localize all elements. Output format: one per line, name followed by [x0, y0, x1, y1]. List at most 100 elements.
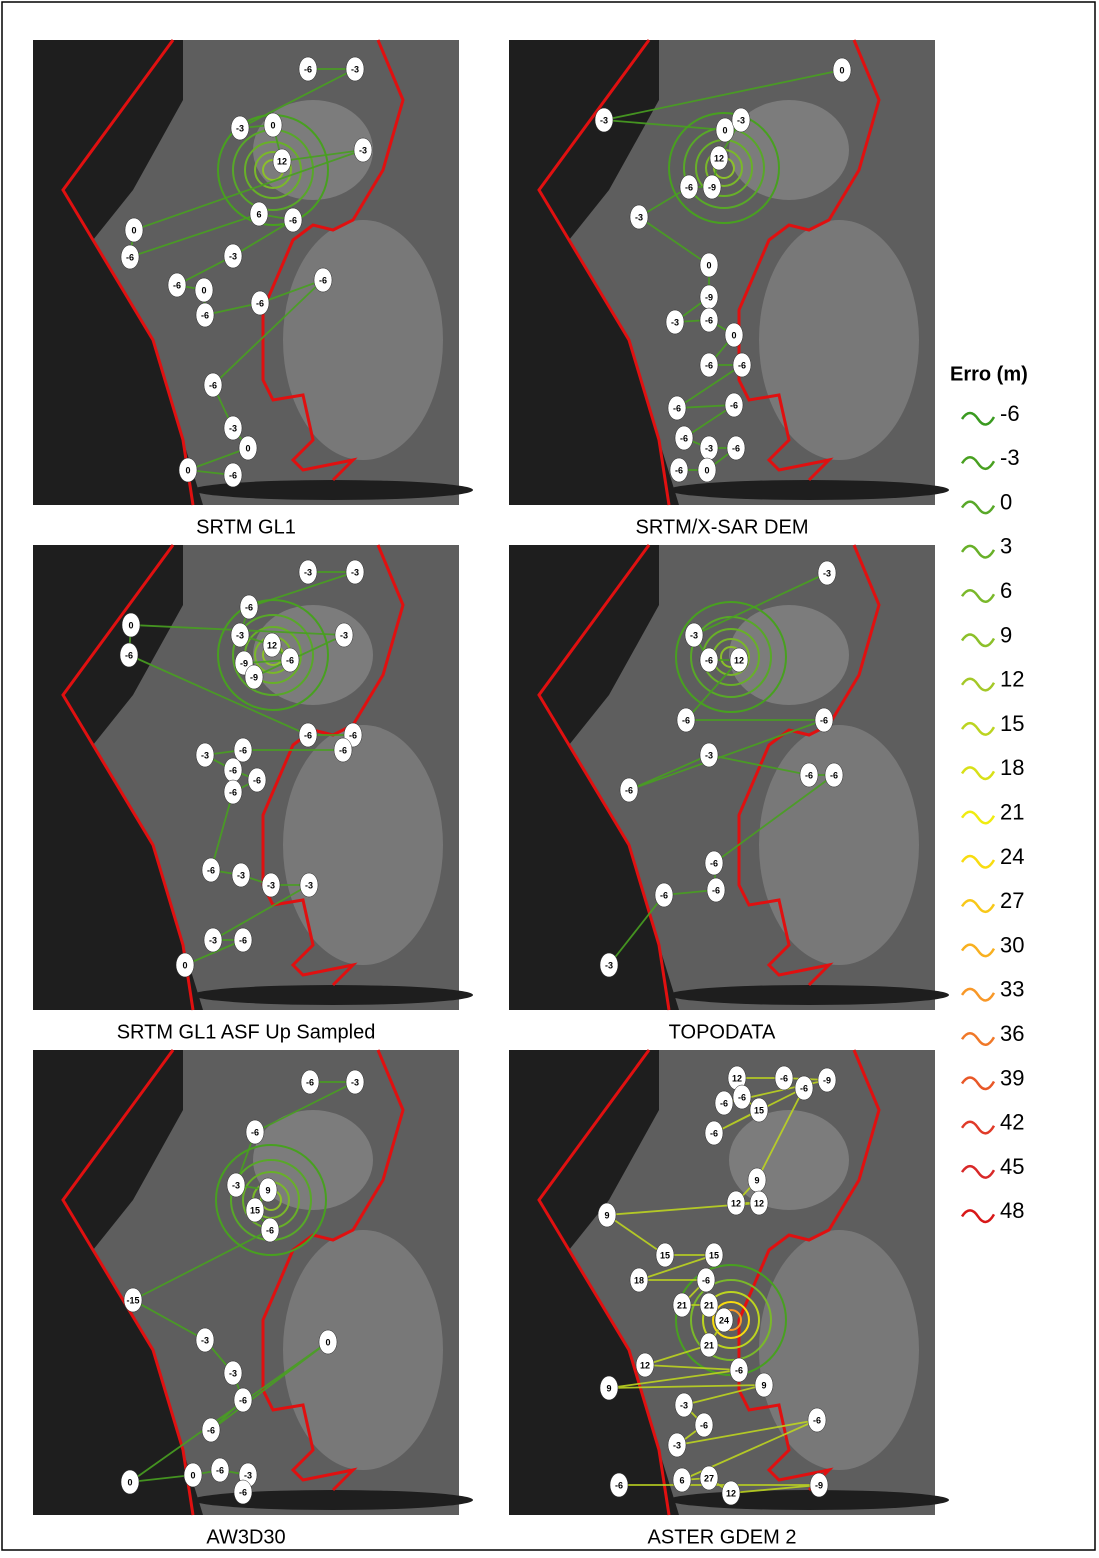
contour-label: -15	[126, 1295, 139, 1305]
contour-label: -6	[304, 64, 312, 74]
map-panel: 0-30-312-9-6-30-9-3-60-6-6-6-6-6-3-60-6	[509, 40, 949, 505]
contour-label: -3	[823, 568, 831, 578]
map-panel: -3-3-612-6-6-6-3-6-6-6-6-6-3	[509, 545, 949, 1010]
contour-label: 9	[606, 1383, 611, 1393]
contour-label: 9	[754, 1175, 759, 1185]
contour-label: -6	[830, 770, 838, 780]
contour-label: -6	[239, 1487, 247, 1497]
contour-label: -6	[256, 298, 264, 308]
legend-label: 9	[1000, 622, 1012, 647]
contour-label: -3	[236, 630, 244, 640]
contour-label: -3	[673, 1440, 681, 1450]
contour-label: -6	[245, 602, 253, 612]
contour-label: 0	[839, 65, 844, 75]
contour-label: -6	[229, 787, 237, 797]
contour-label: 12	[731, 1198, 741, 1208]
contour-label: 12	[640, 1360, 650, 1370]
land-highlight	[759, 1230, 919, 1470]
contour-label: -6	[800, 1083, 808, 1093]
contour-label: -6	[339, 745, 347, 755]
contour-label: 21	[677, 1300, 687, 1310]
contour-label: 0	[201, 285, 206, 295]
contour-label: -3	[635, 212, 643, 222]
contour-label: 21	[704, 1340, 714, 1350]
contour-label: -6	[319, 275, 327, 285]
page: Erro (m) -6-3-3012-30-66-6-3-60-6-6-6-6-…	[0, 0, 1099, 1558]
contour-label: 9	[265, 1185, 270, 1195]
contour-label: -6	[720, 1098, 728, 1108]
map-panel: 12-6-9-6-615-6-6912129151518-62121242112…	[509, 1050, 949, 1515]
panel-caption: ASTER GDEM 2	[648, 1526, 797, 1548]
panel-caption: SRTM GL1	[196, 516, 296, 538]
contour-label: 0	[185, 465, 190, 475]
contour-label: 12	[732, 1073, 742, 1083]
panel-caption: AW3D30	[206, 1526, 285, 1548]
contour-label: -6	[705, 655, 713, 665]
contour-label: -3	[244, 1470, 252, 1480]
contour-label: -3	[705, 750, 713, 760]
contour-label: 9	[761, 1380, 766, 1390]
contour-label: -6	[229, 765, 237, 775]
contour-label: -6	[700, 1420, 708, 1430]
contour-label: -6	[660, 890, 668, 900]
contour-label: -6	[738, 360, 746, 370]
contour-label: -6	[675, 465, 683, 475]
contour-label: -6	[239, 1395, 247, 1405]
legend-label: -3	[1000, 445, 1020, 470]
river	[669, 985, 949, 1005]
contour-label: -6	[266, 1225, 274, 1235]
contour-label: -3	[201, 750, 209, 760]
legend-label: 45	[1000, 1154, 1024, 1179]
contour-label: -6	[730, 400, 738, 410]
contour-label: -9	[708, 182, 716, 192]
contour-label: 0	[731, 330, 736, 340]
contour-label: -3	[705, 443, 713, 453]
map-panel: -3-3-6-312-6-9-9-30-6-6-6-6-6-3-6-6-6-6-…	[33, 545, 473, 1010]
contour-label: -6	[251, 1127, 259, 1137]
contour-label: -6	[229, 470, 237, 480]
contour-label: 12	[726, 1488, 736, 1498]
contour-label: 0	[182, 960, 187, 970]
legend-label: 12	[1000, 667, 1024, 692]
contour-label: -6	[304, 730, 312, 740]
contour-label: -6	[173, 280, 181, 290]
contour-label: 6	[256, 209, 261, 219]
panel-caption: SRTM GL1 ASF Up Sampled	[117, 1021, 376, 1043]
contour-label: -3	[232, 1180, 240, 1190]
legend-label: 3	[1000, 534, 1012, 559]
land-highlight	[283, 1230, 443, 1470]
contour-label: 12	[714, 153, 724, 163]
contour-label: -6	[682, 715, 690, 725]
contour-label: -3	[359, 145, 367, 155]
contour-label: 6	[679, 1475, 684, 1485]
river	[669, 480, 949, 500]
river	[669, 1490, 949, 1510]
contour-label: -6	[710, 1128, 718, 1138]
contour-label: -3	[340, 630, 348, 640]
contour-label: 12	[734, 655, 744, 665]
legend-label: 24	[1000, 844, 1024, 869]
land-highlight	[759, 725, 919, 965]
legend-label: 27	[1000, 888, 1024, 913]
contour-label: -3	[237, 870, 245, 880]
contour-label: -6	[201, 310, 209, 320]
legend-label: 21	[1000, 800, 1024, 825]
legend-label: 18	[1000, 755, 1024, 780]
contour-label: -3	[201, 1335, 209, 1345]
contour-label: -6	[125, 650, 133, 660]
contour-label: -9	[240, 658, 248, 668]
land-highlight	[283, 220, 443, 460]
legend-label: 48	[1000, 1198, 1024, 1223]
panel-caption: SRTM/X-SAR DEM	[636, 516, 809, 538]
contour-label: -3	[236, 123, 244, 133]
contour-label: -6	[780, 1073, 788, 1083]
panel-caption: TOPODATA	[669, 1021, 776, 1043]
contour-label: -6	[239, 935, 247, 945]
contour-label: -6	[207, 865, 215, 875]
contour-label: -3	[351, 64, 359, 74]
contour-label: -9	[705, 292, 713, 302]
contour-label: -3	[351, 567, 359, 577]
legend-label: 39	[1000, 1065, 1024, 1090]
land-highlight	[283, 725, 443, 965]
